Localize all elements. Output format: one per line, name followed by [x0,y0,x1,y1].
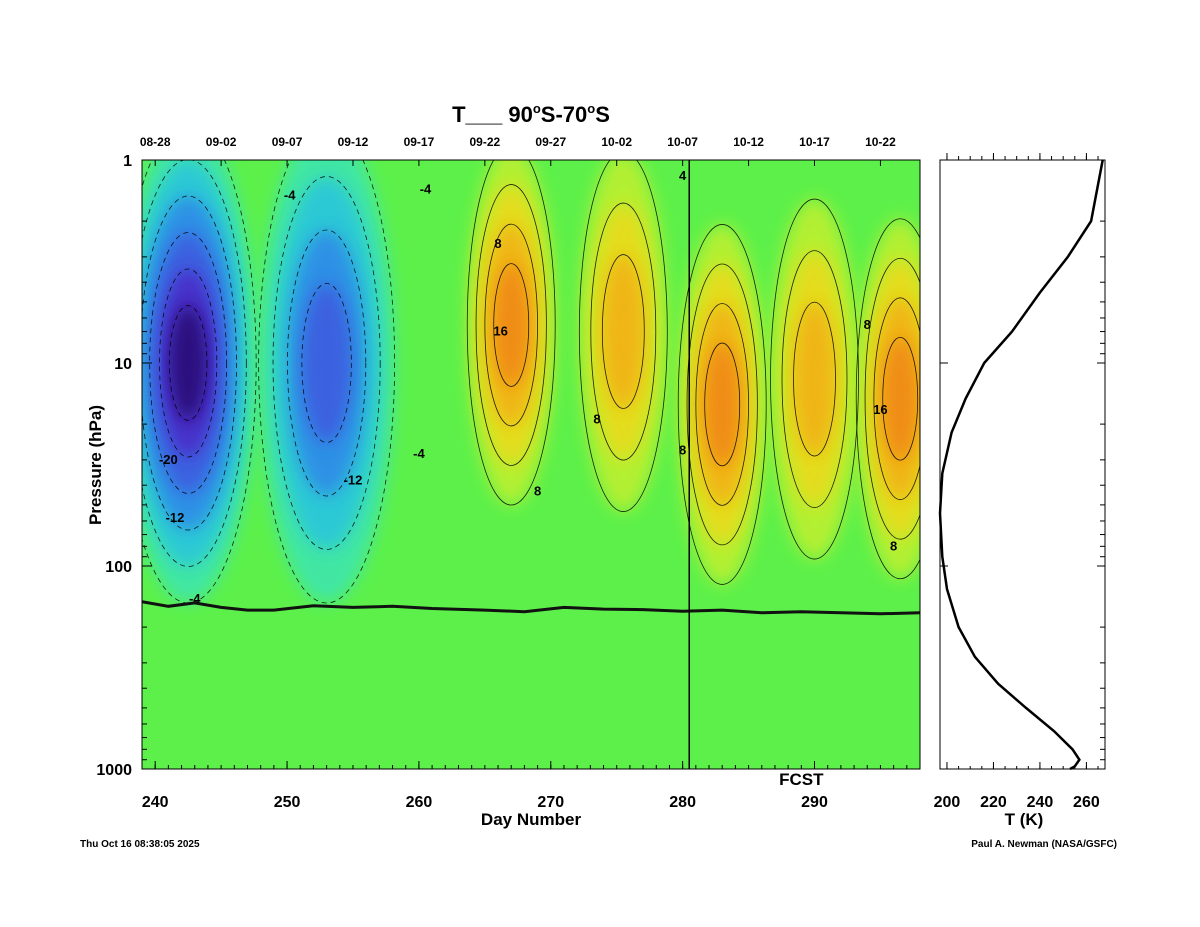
contour-label: -4 [284,188,296,203]
contour-line [695,303,749,506]
y-tick-label: 10 [114,356,132,373]
contour-line [149,232,228,494]
contour-line [677,224,767,585]
anomaly-level [704,343,740,466]
profile-x-tick-label: 220 [980,794,1007,811]
date-tick-label: 09-17 [404,135,435,149]
x-axis-label: Day Number [481,810,582,829]
contour-line [142,160,247,567]
heatmap-panel [142,160,920,769]
x-tick-label: 260 [406,794,433,811]
date-tick-label: 09-02 [206,135,237,149]
contour-line [272,176,381,550]
contour-line [793,301,836,457]
date-tick-label: 09-07 [272,135,303,149]
anomaly-level [301,283,352,443]
date-tick-label: 10-02 [601,135,632,149]
profile-axes: 200 220 240 260 [934,153,1105,811]
contour-line [484,223,538,427]
contour-label: 8 [494,236,501,251]
contour-line [704,342,741,467]
y-tick-label: 100 [105,559,132,576]
profile-frame [939,159,1106,770]
main-axes: 240 250 260 270 280 290 1 10 100 1000 08-28 09-02 09… [96,135,908,811]
contour-line [873,297,920,501]
contour-line [301,283,352,443]
x-tick-label: 240 [142,794,169,811]
x-tick-label: 290 [801,794,828,811]
y-tick-label: 1000 [96,762,132,779]
date-tick-label: 10-22 [865,135,896,149]
tropopause-line [142,600,920,616]
x-tick-label: 270 [537,794,564,811]
temperature-profile-line [938,159,1104,771]
contour-line [781,250,848,508]
contour-line [475,184,547,466]
contour-line [590,202,657,461]
contour-label: -4 [189,591,201,606]
credit: Paul A. Newman (NASA/GSFC) [971,839,1117,850]
date-tick-label: 10-17 [799,135,830,149]
heatmap-frame [141,159,921,770]
contour-label: -4 [420,182,432,197]
contour-line [168,305,208,421]
contour-label: -12 [344,473,363,488]
contour-label: 4 [679,168,687,183]
contour-line [882,336,919,461]
contour-line [686,263,758,546]
y-tick-label: 1 [123,153,132,170]
anomaly-level [493,263,529,387]
contour-labels: -4 -4 -4 -20 -12 -12 -4 8 16 8 8 8 4 8 16 8 [159,168,897,606]
date-tick-label: 10-12 [733,135,764,149]
contour-line [159,268,218,458]
profile-x-tick-label: 260 [1073,794,1100,811]
contour-label: -4 [413,446,425,461]
date-tick-label: 10-07 [667,135,698,149]
contour-line [864,257,920,540]
profile-x-tick-label: 200 [934,794,961,811]
date-tick-label: 08-28 [140,135,171,149]
profile-x-axis-label: T (K) [1005,810,1044,829]
anomaly-level [882,337,918,461]
anomaly-level [602,254,645,409]
contour-line [466,160,556,506]
contour-line [770,198,859,560]
x-tick-label: 280 [669,794,696,811]
date-tick-label: 09-22 [469,135,500,149]
contour-label: 16 [493,324,507,339]
contour-line [601,254,645,409]
anomaly-field [142,160,920,603]
contour-label: 16 [873,402,887,417]
contour-line [287,229,367,497]
contour-label: 8 [864,317,871,332]
anomaly-level [169,305,207,421]
contour-label: 8 [890,538,897,553]
date-tick-label: 09-27 [535,135,566,149]
contour-line [142,195,237,531]
anomaly-level [793,302,836,457]
timestamp: Thu Oct 16 08:38:05 2025 [80,839,200,850]
date-tick-label: 09-12 [338,135,369,149]
contour-label: 8 [534,484,541,499]
chart-title: T___ 90oS-70oS [452,101,610,127]
contour-label: -12 [166,510,185,525]
profile-x-tick-label: 240 [1027,794,1054,811]
contour-line [855,218,920,580]
contour-line [493,263,530,387]
contour-lines [142,160,920,604]
x-tick-label: 250 [274,794,301,811]
contour-label: 8 [679,443,686,458]
contour-label: -20 [159,452,178,467]
y-axis-label: Pressure (hPa) [86,405,105,525]
forecast-label: FCST [779,770,824,789]
contour-line [258,160,395,604]
contour-line [578,160,668,512]
contour-label: 8 [593,412,600,427]
